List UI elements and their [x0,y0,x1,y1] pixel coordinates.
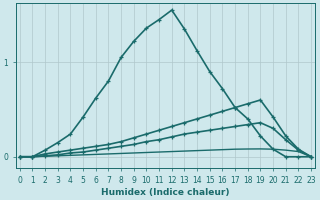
X-axis label: Humidex (Indice chaleur): Humidex (Indice chaleur) [101,188,230,197]
